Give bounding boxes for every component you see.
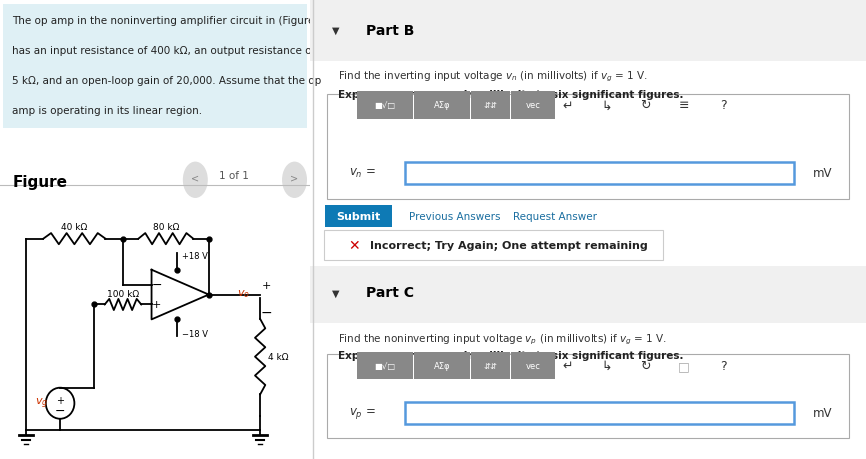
Text: $v_o$: $v_o$ <box>236 287 249 299</box>
Text: Find the noninverting input voltage $v_p$ (in millivolts) if $v_g$ = 1 V.: Find the noninverting input voltage $v_p… <box>338 331 667 346</box>
FancyBboxPatch shape <box>404 162 794 185</box>
Text: Express your answer in millivolts to six significant figures.: Express your answer in millivolts to six… <box>338 350 683 360</box>
Text: ?: ? <box>720 99 727 112</box>
Text: ■√□: ■√□ <box>374 361 396 370</box>
Text: amp is operating in its linear region.: amp is operating in its linear region. <box>12 106 203 116</box>
FancyBboxPatch shape <box>414 92 469 119</box>
Text: −18 V: −18 V <box>182 329 208 338</box>
FancyBboxPatch shape <box>404 402 794 424</box>
Text: The op amp in the noninverting amplifier circuit in (Figure 1): The op amp in the noninverting amplifier… <box>12 16 329 26</box>
Text: ▼: ▼ <box>333 26 339 36</box>
Text: Part C: Part C <box>365 286 414 300</box>
Text: ↵: ↵ <box>562 359 572 372</box>
Text: −: − <box>55 403 65 417</box>
Text: >: > <box>290 173 299 183</box>
FancyBboxPatch shape <box>325 205 392 227</box>
Circle shape <box>282 163 307 198</box>
Text: ■√□: ■√□ <box>374 101 396 110</box>
FancyBboxPatch shape <box>324 230 663 260</box>
Text: ⇵⇵: ⇵⇵ <box>483 361 497 370</box>
FancyBboxPatch shape <box>511 352 555 380</box>
Text: 40 kΩ: 40 kΩ <box>61 223 87 231</box>
FancyBboxPatch shape <box>471 92 509 119</box>
Text: 4 kΩ: 4 kΩ <box>268 353 288 361</box>
Text: Previous Answers: Previous Answers <box>409 211 501 221</box>
Text: ↳: ↳ <box>601 359 611 372</box>
Text: 100 kΩ: 100 kΩ <box>107 289 139 298</box>
Text: +18 V: +18 V <box>182 252 208 261</box>
Text: Find the inverting input voltage $v_n$ (in millivolts) if $v_g$ = 1 V.: Find the inverting input voltage $v_n$ (… <box>338 70 648 84</box>
Text: vec: vec <box>526 361 540 370</box>
FancyBboxPatch shape <box>511 92 555 119</box>
Text: ✕: ✕ <box>348 239 359 252</box>
Text: $v_g$: $v_g$ <box>35 396 48 410</box>
Text: ▼: ▼ <box>333 288 339 298</box>
Text: ⇵⇵: ⇵⇵ <box>483 101 497 110</box>
Text: <: < <box>191 173 199 183</box>
Text: ↻: ↻ <box>640 99 650 112</box>
FancyBboxPatch shape <box>310 266 866 324</box>
Text: ?: ? <box>720 359 727 372</box>
Text: 1 of 1: 1 of 1 <box>218 170 249 180</box>
Text: −: − <box>152 279 162 291</box>
Text: has an input resistance of 400 kΩ, an output resistance of: has an input resistance of 400 kΩ, an ou… <box>12 46 315 56</box>
FancyBboxPatch shape <box>326 95 850 200</box>
Text: ↻: ↻ <box>640 359 650 372</box>
FancyBboxPatch shape <box>471 352 509 380</box>
Text: Request Answer: Request Answer <box>513 211 597 221</box>
Polygon shape <box>152 270 209 319</box>
Text: 5 kΩ, and an open-loop gain of 20,000. Assume that the op: 5 kΩ, and an open-loop gain of 20,000. A… <box>12 76 321 86</box>
Text: □: □ <box>678 359 690 372</box>
Text: Part B: Part B <box>365 24 414 38</box>
FancyBboxPatch shape <box>326 354 850 438</box>
Text: +: + <box>152 300 161 310</box>
Text: $v_p$ =: $v_p$ = <box>349 405 376 420</box>
Text: ↳: ↳ <box>601 99 611 112</box>
Text: −: − <box>261 305 272 319</box>
Text: 80 kΩ: 80 kΩ <box>152 223 179 231</box>
Text: mV: mV <box>813 407 833 420</box>
Text: +: + <box>262 280 271 290</box>
Text: AΣφ: AΣφ <box>434 361 450 370</box>
FancyBboxPatch shape <box>3 5 307 129</box>
FancyBboxPatch shape <box>310 0 866 62</box>
Text: mV: mV <box>813 167 833 180</box>
Text: vec: vec <box>526 101 540 110</box>
FancyBboxPatch shape <box>358 352 413 380</box>
Text: Submit: Submit <box>336 211 380 221</box>
Text: +: + <box>56 395 64 405</box>
Text: Incorrect; Try Again; One attempt remaining: Incorrect; Try Again; One attempt remain… <box>370 241 648 251</box>
Text: Express your answer in millivolts to six significant figures.: Express your answer in millivolts to six… <box>338 90 683 100</box>
Circle shape <box>184 163 207 198</box>
FancyBboxPatch shape <box>414 352 469 380</box>
Text: AΣφ: AΣφ <box>434 101 450 110</box>
Text: Figure: Figure <box>12 174 68 190</box>
FancyBboxPatch shape <box>358 92 413 119</box>
Text: $v_n$ =: $v_n$ = <box>349 167 376 179</box>
Text: ↵: ↵ <box>562 99 572 112</box>
Text: ≡: ≡ <box>679 99 689 112</box>
